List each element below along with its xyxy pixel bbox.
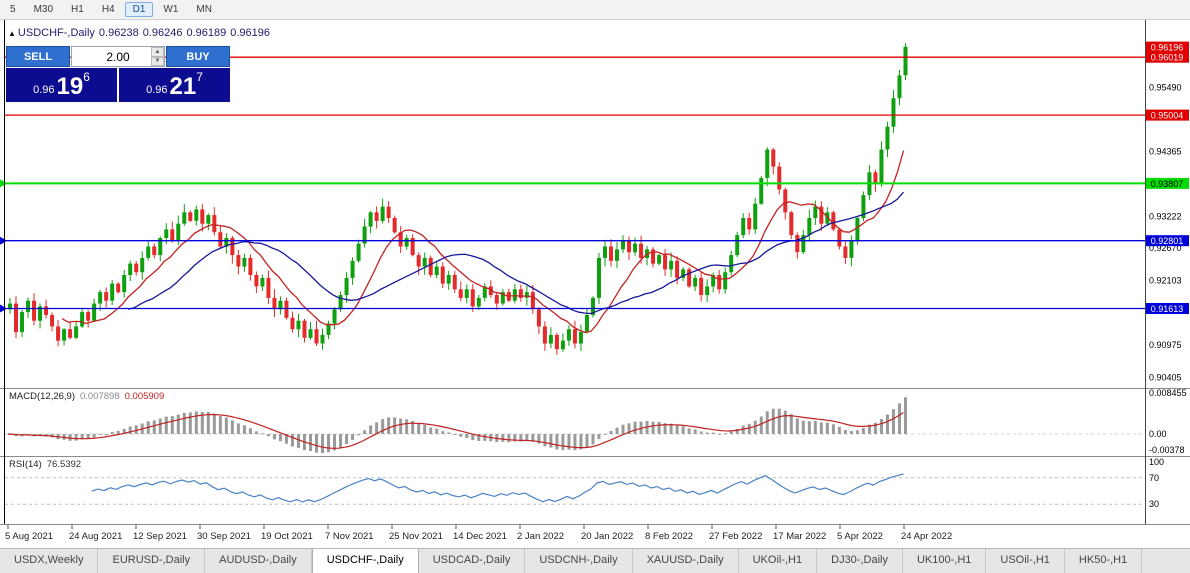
chart-tab[interactable]: USDCHF-,Daily (311, 549, 419, 573)
svg-text:24 Aug 2021: 24 Aug 2021 (69, 531, 122, 542)
svg-text:5 Apr 2022: 5 Apr 2022 (837, 531, 883, 542)
buy-price-prefix: 0.96 (146, 84, 168, 96)
chart-tabs-bar: USDX,Weekly EURUSD-,Daily AUDUSD-,Daily USD… (0, 548, 1190, 573)
chart-tab[interactable]: USDCAD-,Daily (419, 549, 526, 573)
macd-value-1: 0.007898 (80, 391, 120, 402)
chart-tab[interactable]: UKOil-,H1 (739, 549, 818, 573)
chart-tab[interactable]: DJ30-,Daily (817, 549, 903, 573)
one-click-trade-panel: SELL 2.00 ▲ ▼ BUY 0.96 19 6 0.96 21 7 (6, 46, 230, 102)
svg-text:0.92801: 0.92801 (1151, 236, 1184, 246)
ohlc-open: 0.96238 (98, 27, 139, 39)
chart-symbol-header: ▲ USDCHF-,Daily 0.96238 0.96246 0.96189 0.961… (8, 27, 274, 39)
collapse-arrow-icon[interactable]: ▲ (8, 29, 16, 38)
svg-text:-0.00378: -0.00378 (1149, 445, 1185, 455)
volume-input[interactable]: 2.00 ▲ ▼ (71, 46, 165, 67)
macd-panel: 0.008455 0.00 -0.00378 (5, 388, 1187, 455)
buy-button[interactable]: BUY (166, 46, 230, 67)
svg-text:30 Sep 2021: 30 Sep 2021 (197, 531, 251, 542)
chart-tab[interactable]: USDCNH-,Daily (525, 549, 633, 573)
svg-text:5 Aug 2021: 5 Aug 2021 (5, 531, 53, 542)
rsi-panel: 100 70 30 (5, 457, 1164, 509)
svg-text:0.93222: 0.93222 (1149, 212, 1182, 222)
svg-text:12 Sep 2021: 12 Sep 2021 (133, 531, 187, 542)
volume-spinner: ▲ ▼ (151, 47, 164, 66)
moving-averages-layer (61, 150, 905, 334)
svg-text:8 Feb 2022: 8 Feb 2022 (645, 531, 693, 542)
buy-price-display[interactable]: 0.96 21 7 (119, 68, 230, 102)
buy-price-main: 21 (169, 73, 197, 100)
timeframe-button-h1[interactable]: H1 (71, 4, 84, 15)
chart-tab[interactable]: USOil-,H1 (986, 549, 1065, 573)
timeframe-button-mn[interactable]: MN (196, 4, 212, 15)
timeframe-button-d1[interactable]: D1 (124, 2, 154, 17)
timeframe-button-m30[interactable]: M30 (33, 4, 54, 15)
svg-text:0.95490: 0.95490 (1149, 82, 1182, 92)
svg-text:19 Oct 2021: 19 Oct 2021 (261, 531, 313, 542)
frame-layer (0, 20, 1190, 525)
svg-text:0.92670: 0.92670 (1149, 243, 1182, 253)
svg-text:0.008455: 0.008455 (1149, 388, 1187, 398)
chart-tab[interactable]: UK100-,H1 (903, 549, 987, 573)
ohlc-close: 0.96196 (230, 27, 270, 39)
macd-name: MACD(12,26,9) (9, 391, 75, 402)
ohlc-high: 0.96246 (142, 27, 183, 39)
timeframe-button-w1[interactable]: W1 (163, 4, 179, 15)
svg-text:7 Nov 2021: 7 Nov 2021 (325, 531, 374, 542)
svg-text:2 Jan 2022: 2 Jan 2022 (517, 531, 564, 542)
timeframe-button-h4[interactable]: H4 (101, 4, 115, 15)
svg-text:0.96196: 0.96196 (1151, 43, 1184, 53)
svg-text:20 Jan 2022: 20 Jan 2022 (581, 531, 633, 542)
sell-price-main: 19 (56, 73, 84, 100)
svg-text:0.93807: 0.93807 (1151, 179, 1184, 189)
time-axis: 5 Aug 2021 24 Aug 2021 12 Sep 2021 30 Sep 2… (5, 524, 952, 542)
chart-tab[interactable]: HK50-,H1 (1065, 549, 1143, 573)
svg-text:0.95004: 0.95004 (1151, 111, 1184, 121)
sell-button[interactable]: SELL (6, 46, 70, 67)
ohlc-low: 0.96189 (186, 27, 227, 39)
rsi-name: RSI(14) (9, 459, 42, 470)
timeframe-toolbar: 5 M30 H1 H4 D1 W1 MN (0, 0, 1190, 20)
chart-tab[interactable]: USDX,Weekly (0, 549, 99, 573)
sell-price-display[interactable]: 0.96 19 6 (6, 68, 117, 102)
svg-text:0.00: 0.00 (1149, 429, 1167, 439)
chart-canvas[interactable]: 0.95490 0.94365 0.93222 0.92670 0.92103 0.909… (0, 0, 1190, 548)
svg-text:0.91613: 0.91613 (1151, 304, 1184, 314)
chart-tab[interactable]: AUDUSD-,Daily (205, 549, 312, 573)
chart-tab[interactable]: XAUUSD-,Daily (633, 549, 739, 573)
symbol-name: USDCHF-,Daily (17, 27, 95, 39)
svg-text:30: 30 (1149, 499, 1159, 509)
svg-text:0.94365: 0.94365 (1149, 147, 1182, 157)
rsi-indicator-label: RSI(14) 76.5392 (9, 459, 81, 470)
buy-price-sup: 7 (196, 70, 203, 84)
timeframe-button-5[interactable]: 5 (10, 4, 16, 15)
svg-text:0.90975: 0.90975 (1149, 340, 1182, 350)
macd-indicator-label: MACD(12,26,9) 0.007898 0.005909 (9, 391, 164, 402)
volume-up-icon[interactable]: ▲ (151, 47, 164, 57)
sell-price-sup: 6 (83, 70, 90, 84)
svg-text:70: 70 (1149, 473, 1159, 483)
chart-tab[interactable]: EURUSD-,Daily (98, 549, 206, 573)
macd-value-2: 0.005909 (124, 391, 165, 402)
sell-price-prefix: 0.96 (33, 84, 55, 96)
rsi-value: 76.5392 (46, 459, 82, 470)
svg-text:100: 100 (1149, 457, 1164, 467)
volume-down-icon[interactable]: ▼ (151, 56, 164, 66)
price-axis: 0.95490 0.94365 0.93222 0.92670 0.92103 0.909… (1146, 41, 1189, 382)
volume-value: 2.00 (106, 49, 130, 64)
svg-text:25 Nov 2021: 25 Nov 2021 (389, 531, 443, 542)
svg-text:0.96019: 0.96019 (1151, 53, 1184, 63)
svg-text:27 Feb 2022: 27 Feb 2022 (709, 531, 762, 542)
svg-text:24 Apr 2022: 24 Apr 2022 (901, 531, 952, 542)
svg-text:0.92103: 0.92103 (1149, 276, 1182, 286)
svg-text:0.90405: 0.90405 (1149, 372, 1182, 382)
svg-text:14 Dec 2021: 14 Dec 2021 (453, 531, 507, 542)
svg-text:17 Mar 2022: 17 Mar 2022 (773, 531, 826, 542)
